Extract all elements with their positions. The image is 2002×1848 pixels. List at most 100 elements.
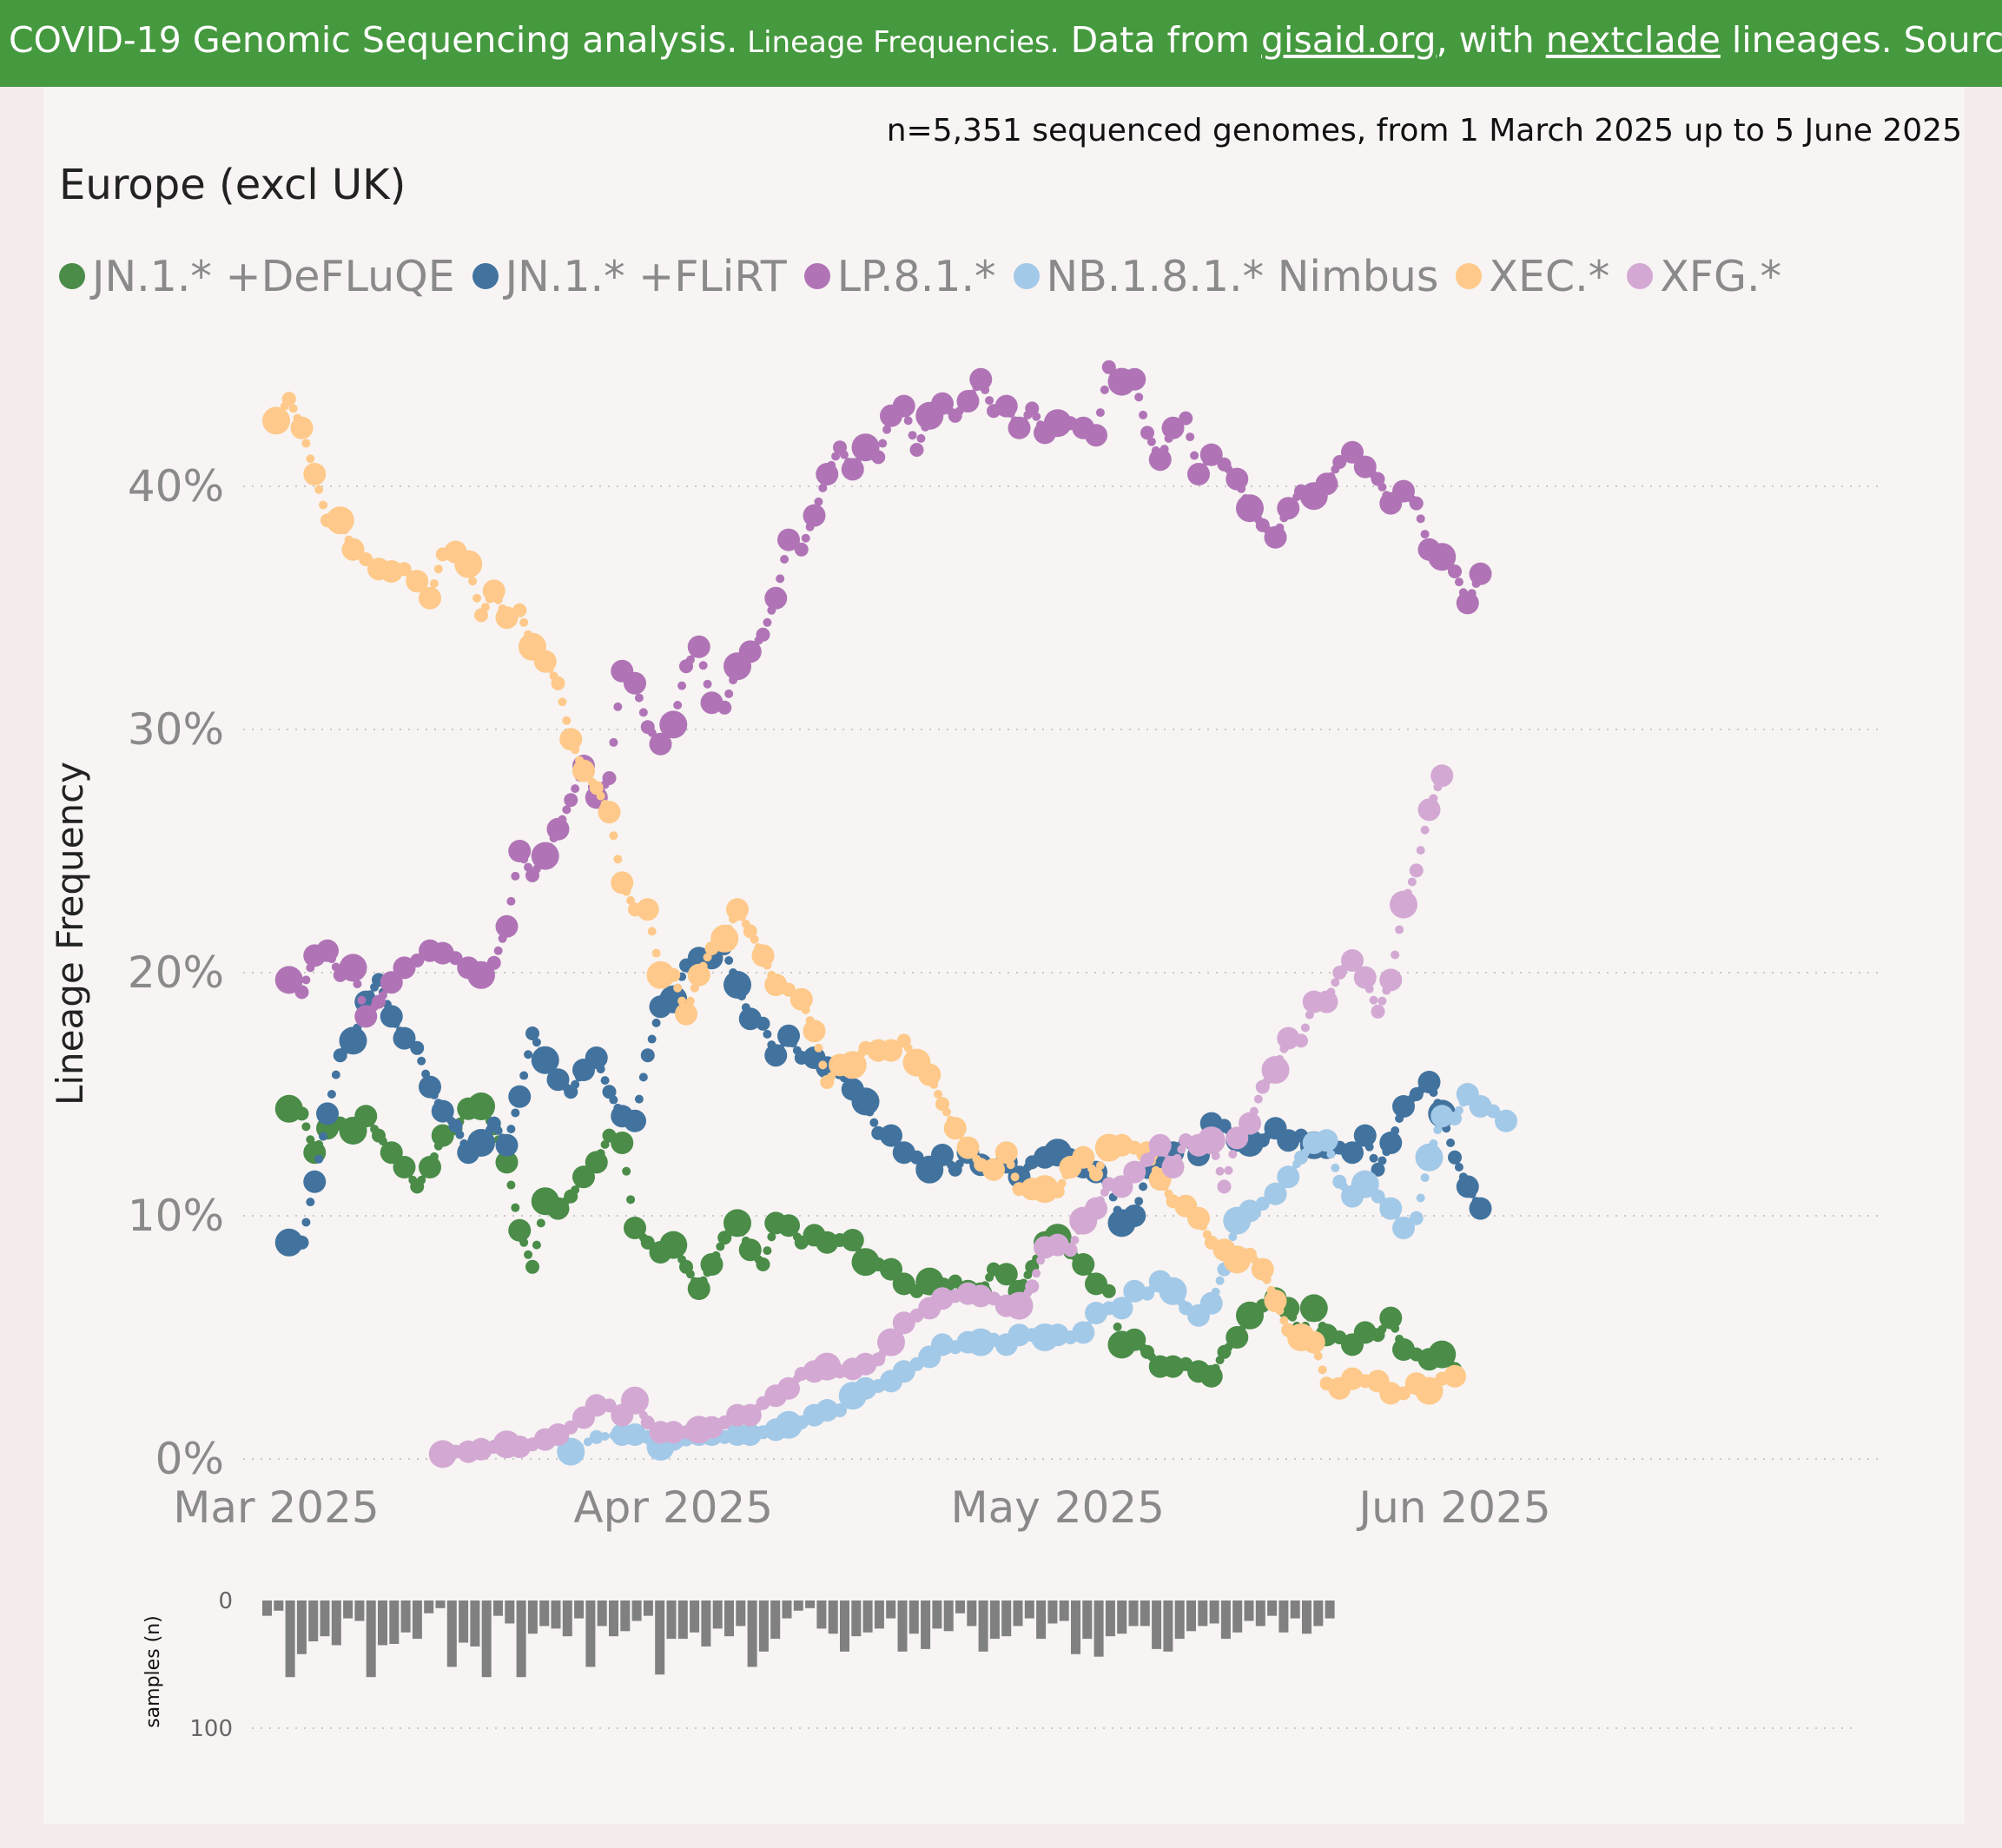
sample-bar — [481, 1600, 492, 1678]
banner-lineage-label: Lineage Frequencies. — [737, 25, 1060, 60]
connector-dot — [1160, 445, 1169, 454]
legend-item[interactable]: JN.1.* +FLiRT — [472, 252, 787, 301]
data-point — [659, 1231, 688, 1259]
connector-dot — [301, 1122, 311, 1132]
connector-dot — [865, 1107, 875, 1117]
connector-dot — [1364, 984, 1374, 993]
data-point — [1353, 1321, 1377, 1344]
header-banner: COVID-19 Genomic Sequencing analysis. Li… — [0, 0, 2002, 87]
legend-label: XEC.* — [1489, 251, 1610, 301]
connector-dot — [472, 593, 482, 603]
connector-dot — [788, 1039, 797, 1048]
connector-dot — [1262, 1275, 1272, 1284]
connector-dot — [1275, 1054, 1285, 1064]
connector-dot — [852, 458, 862, 466]
sample-bar — [862, 1600, 873, 1633]
connector-dot — [703, 953, 712, 962]
connector-dot — [536, 1218, 545, 1228]
sample-bar — [378, 1600, 387, 1646]
data-point — [969, 367, 993, 391]
connector-dot — [562, 805, 572, 815]
data-point — [1495, 1109, 1517, 1132]
sample-bar — [343, 1600, 353, 1619]
data-point — [602, 1085, 617, 1099]
connector-dot — [1318, 1365, 1327, 1375]
connector-dot — [1391, 1323, 1400, 1333]
connector-dot — [519, 1238, 529, 1247]
data-point — [756, 1016, 770, 1031]
sample-bar — [1186, 1600, 1196, 1632]
data-point — [495, 1133, 519, 1157]
y-tick-label: 10% — [128, 1191, 224, 1241]
data-point — [764, 586, 788, 610]
legend-item[interactable]: XEC.* — [1456, 252, 1609, 301]
legend-item[interactable]: XFG.* — [1627, 252, 1781, 301]
sample-bar — [643, 1600, 653, 1616]
bar-y-axis-label: samples (n) — [142, 1615, 164, 1728]
data-point — [1261, 1056, 1290, 1084]
sample-bar — [1024, 1600, 1034, 1619]
legend-item[interactable]: JN.1.* +DeFLuQE — [59, 252, 455, 301]
legend-label: JN.1.* +DeFLuQE — [92, 251, 455, 301]
data-point — [1140, 426, 1154, 440]
connector-dot — [1403, 888, 1412, 898]
data-point — [531, 842, 559, 870]
data-point — [294, 1235, 309, 1250]
connector-dot — [638, 708, 648, 717]
sample-bar — [354, 1600, 365, 1621]
connector-dot — [327, 954, 336, 964]
connector-dot — [596, 1065, 605, 1074]
data-point — [303, 463, 327, 485]
connector-dot — [1095, 1196, 1105, 1205]
connector-dot — [562, 716, 572, 725]
connector-dot — [1095, 1161, 1105, 1171]
sample-bar — [770, 1600, 781, 1640]
connector-dot — [1391, 1211, 1400, 1220]
x-tick-label: Jun 2025 — [1356, 1482, 1550, 1533]
sample-bar — [470, 1600, 480, 1647]
sample-bar — [320, 1600, 330, 1637]
data-point — [589, 781, 604, 795]
sample-bar — [816, 1600, 827, 1629]
connector-dot — [429, 1152, 439, 1161]
data-point — [303, 1170, 327, 1193]
connector-dot — [673, 983, 683, 993]
connector-dot — [1391, 1126, 1400, 1135]
sample-bar — [989, 1600, 1000, 1640]
sample-bar — [1220, 1600, 1231, 1640]
connector-dot — [600, 1139, 610, 1149]
data-point — [419, 1156, 441, 1178]
sample-bar — [574, 1600, 585, 1619]
legend-item[interactable]: LP.8.1.* — [803, 251, 996, 301]
connector-dot — [417, 1056, 426, 1066]
connector-dot — [1378, 482, 1387, 492]
connector-dot — [1198, 463, 1207, 472]
sample-bar — [943, 1600, 954, 1632]
banner-text: COVID-19 Genomic Sequencing analysis. Li… — [9, 19, 2002, 61]
connector-dot — [890, 1331, 900, 1341]
banner-with: , with — [1436, 19, 1546, 61]
connector-dot — [1134, 1197, 1144, 1206]
bar-y-tick-label: 0 — [218, 1588, 233, 1614]
sample-bar — [677, 1600, 688, 1640]
sample-bar — [331, 1600, 341, 1646]
sample-bar — [446, 1600, 457, 1667]
connector-dot — [622, 887, 631, 896]
legend-item[interactable]: NB.1.8.1.* Nimbus — [1013, 252, 1438, 301]
nextclade-link[interactable]: nextclade — [1545, 19, 1721, 61]
legend-label: LP.8.1.* — [836, 251, 996, 301]
data-point — [495, 1151, 519, 1174]
sample-bar — [1174, 1600, 1185, 1640]
gisaid-link[interactable]: gisaid.org — [1260, 19, 1437, 61]
data-point — [564, 793, 578, 808]
connector-dot — [545, 664, 554, 673]
connector-dot — [340, 525, 349, 535]
connector-dot — [698, 661, 708, 670]
legend-label: XFG.* — [1660, 251, 1782, 301]
data-point — [428, 1440, 457, 1468]
connector-dot — [1288, 1165, 1298, 1175]
connector-dot — [724, 924, 734, 934]
connector-dot — [622, 1166, 631, 1176]
data-point — [410, 1040, 425, 1055]
connector-dot — [651, 948, 661, 958]
